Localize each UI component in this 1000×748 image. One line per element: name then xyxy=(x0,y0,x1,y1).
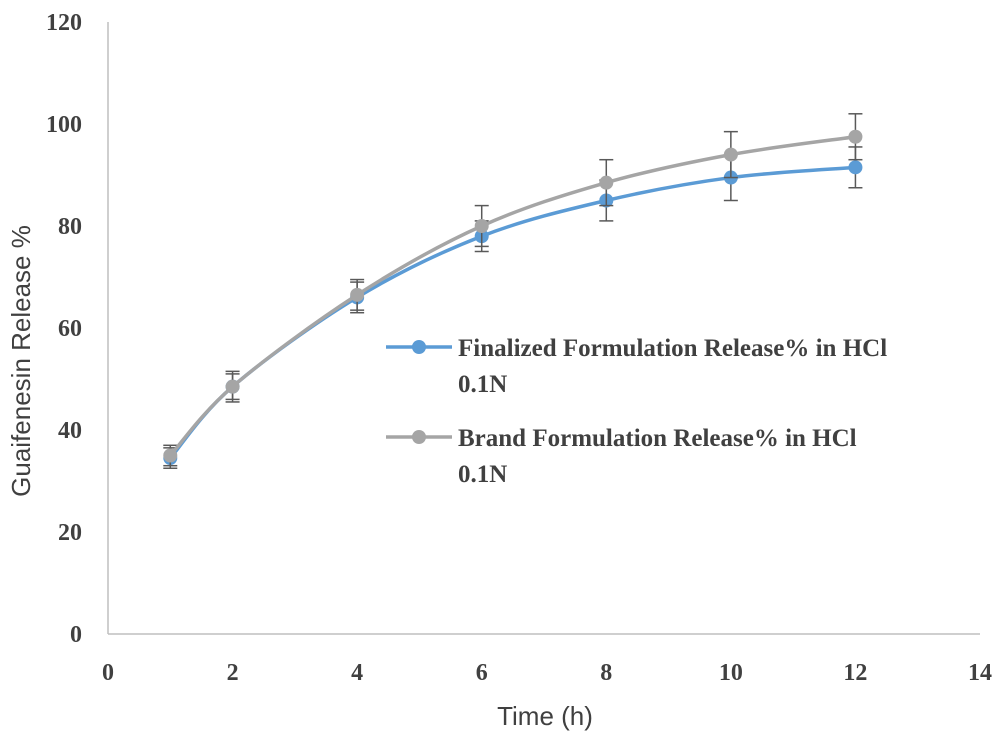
data-point xyxy=(599,175,614,190)
y-axis-title: Guaifenesin Release % xyxy=(6,225,36,497)
data-point xyxy=(723,147,738,162)
x-tick-label: 12 xyxy=(843,660,867,686)
series-line xyxy=(168,165,856,460)
axes xyxy=(107,22,980,635)
x-tick-label: 10 xyxy=(719,660,743,686)
data-point xyxy=(350,287,365,302)
data-point xyxy=(225,379,240,394)
y-tick-labels: 0 20 40 60 80 100 120 xyxy=(46,10,82,648)
series-line xyxy=(168,135,856,457)
x-tick-label: 6 xyxy=(476,660,488,686)
y-tick-label: 120 xyxy=(46,10,82,36)
series-2 xyxy=(163,113,863,467)
x-tick-label: 4 xyxy=(351,660,363,686)
series-1 xyxy=(163,146,863,469)
legend: Finalized Formulation Release% in HCl 0.1… xyxy=(386,335,887,488)
data-point xyxy=(848,129,863,144)
x-tick-labels: 0 2 4 6 8 10 12 14 xyxy=(102,660,992,686)
x-tick-label: 8 xyxy=(600,660,612,686)
legend-item-2: Brand Formulation Release% in HCl 0.1N xyxy=(386,425,857,488)
data-point xyxy=(474,219,489,233)
x-axis-title: Time (h) xyxy=(497,701,593,731)
series-layer xyxy=(163,113,863,469)
legend-item-1: Finalized Formulation Release% in HCl 0.1… xyxy=(386,335,887,398)
y-tick-label: 20 xyxy=(58,520,82,546)
data-point xyxy=(163,448,178,463)
x-tick-label: 0 xyxy=(102,660,114,686)
legend-marker xyxy=(412,340,426,354)
legend-label: Finalized Formulation Release% in HCl xyxy=(458,335,887,362)
legend-label: 0.1N xyxy=(458,371,507,398)
y-tick-label: 80 xyxy=(58,214,82,240)
legend-label: Brand Formulation Release% in HCl xyxy=(458,425,857,452)
y-tick-label: 40 xyxy=(58,418,82,444)
legend-marker xyxy=(412,430,426,444)
y-tick-label: 0 xyxy=(70,622,82,648)
y-tick-label: 60 xyxy=(58,316,82,342)
legend-label: 0.1N xyxy=(458,461,507,488)
x-tick-label: 14 xyxy=(968,660,992,686)
x-tick-label: 2 xyxy=(227,660,239,686)
y-tick-label: 100 xyxy=(46,112,82,138)
data-point xyxy=(848,160,863,175)
